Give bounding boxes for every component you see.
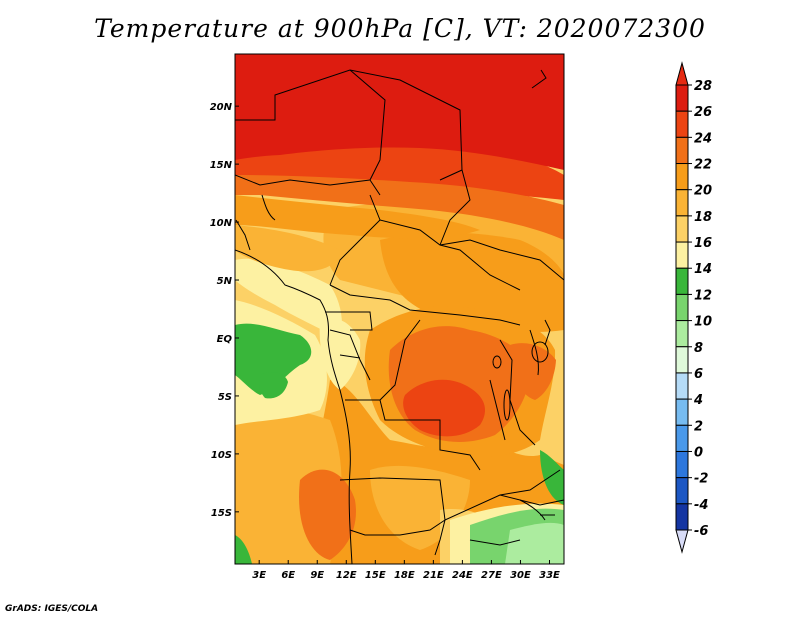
country-borders: [235, 69, 564, 556]
colorbar-label: -6: [694, 524, 708, 539]
colorbar-label: 24: [694, 131, 712, 146]
colorbar-swatch: [675, 241, 689, 269]
x-tick-label: 3E: [252, 570, 266, 581]
map-frame: [234, 53, 565, 565]
colorbar-label: 4: [693, 393, 703, 408]
colorbar-swatch: [675, 346, 689, 374]
colorbar-swatch: [675, 293, 689, 322]
colorbar-label: 10: [694, 315, 712, 330]
colorbar-label: 12: [694, 288, 712, 303]
field-22-sahel: [235, 195, 480, 239]
colorbar-swatch: [675, 110, 689, 138]
colorbar-swatch: [675, 450, 689, 479]
colorbar-label: -4: [694, 498, 708, 513]
y-tick-label: 10N: [210, 218, 233, 229]
y-tick-label: 15S: [211, 508, 232, 519]
x-tick-label: 12E: [336, 570, 357, 581]
colorbar-swatch: [675, 503, 689, 531]
y-tick-label: EQ: [217, 334, 233, 345]
y-tick-label: 5N: [217, 276, 233, 287]
colorbar-top-triangle: [675, 61, 689, 86]
x-tick-label: 15E: [365, 570, 386, 581]
field-14-southwest: [235, 535, 252, 564]
field-22-central: [380, 232, 564, 332]
colorbar-label: 6: [694, 367, 703, 382]
field-24-angola-coast: [299, 469, 356, 560]
colorbar-label: 22: [694, 158, 712, 173]
colorbar-label: -2: [694, 472, 708, 487]
colorbar-swatch: [675, 320, 689, 348]
field-16-west-lowlands: [235, 258, 342, 340]
x-axis: 3E 6E 9E 12E 15E 18E 21E 24E 27E 30E 33E: [252, 560, 560, 581]
colorbar-label: 26: [694, 105, 712, 120]
field-28-sahara: [235, 54, 564, 170]
colorbar-label: 16: [694, 236, 712, 251]
colorbar-swatch: [675, 477, 689, 505]
colorbar-swatch: [675, 215, 689, 243]
field-14-atlantic-patch: [259, 372, 288, 399]
x-tick-label: 18E: [394, 570, 415, 581]
colorbar-swatch: [675, 189, 689, 217]
field-12-southeast: [505, 522, 564, 564]
field-24-east-lakes: [510, 343, 556, 400]
field-26-congo: [403, 379, 485, 437]
colorbar-swatch: [675, 84, 689, 112]
field-14-east: [540, 450, 564, 505]
x-tick-label: 33E: [539, 570, 560, 581]
colorbar-label: 18: [694, 210, 712, 225]
colorbar-label: 8: [694, 341, 703, 356]
x-tick-label: 21E: [423, 570, 444, 581]
grads-credit: GrADS: IGES/COLA: [5, 604, 99, 614]
colorbar-label: 0: [694, 445, 703, 460]
colorbar-swatch: [675, 424, 689, 452]
y-tick-label: 15N: [210, 160, 233, 171]
x-tick-label: 24E: [452, 570, 473, 581]
y-tick-label: 10S: [211, 450, 232, 461]
y-axis: 20N 15N 10N 5N EQ 5S 10S 15S: [210, 102, 239, 519]
field-20-west: [235, 225, 340, 272]
colorbar-label: 20: [694, 184, 712, 199]
colorbar-label: 28: [694, 79, 712, 94]
lakes: [492, 69, 549, 421]
colorbar-label: 2: [694, 419, 703, 434]
colorbar-bottom-triangle: [675, 529, 689, 554]
colorbar-swatch: [675, 163, 689, 191]
colorbar-swatch: [675, 398, 689, 426]
colorbar-swatch: [675, 372, 689, 400]
field-24-sahel: [235, 175, 564, 240]
colorbar-swatch: [675, 267, 689, 295]
colorbar-swatch: [675, 136, 689, 165]
x-tick-label: 6E: [281, 570, 295, 581]
chart-title: Temperature at 900hPa [C], VT: 202007230…: [94, 14, 706, 43]
temperature-map: [235, 54, 564, 564]
x-tick-label: 9E: [310, 570, 324, 581]
x-tick-label: 30E: [510, 570, 531, 581]
x-tick-label: 27E: [481, 570, 502, 581]
y-tick-label: 5S: [218, 392, 232, 403]
y-tick-label: 20N: [210, 102, 233, 113]
field-14-equatorial-atlantic: [235, 323, 312, 395]
colorbar-label: 14: [694, 262, 712, 277]
coastlines: [235, 194, 555, 564]
